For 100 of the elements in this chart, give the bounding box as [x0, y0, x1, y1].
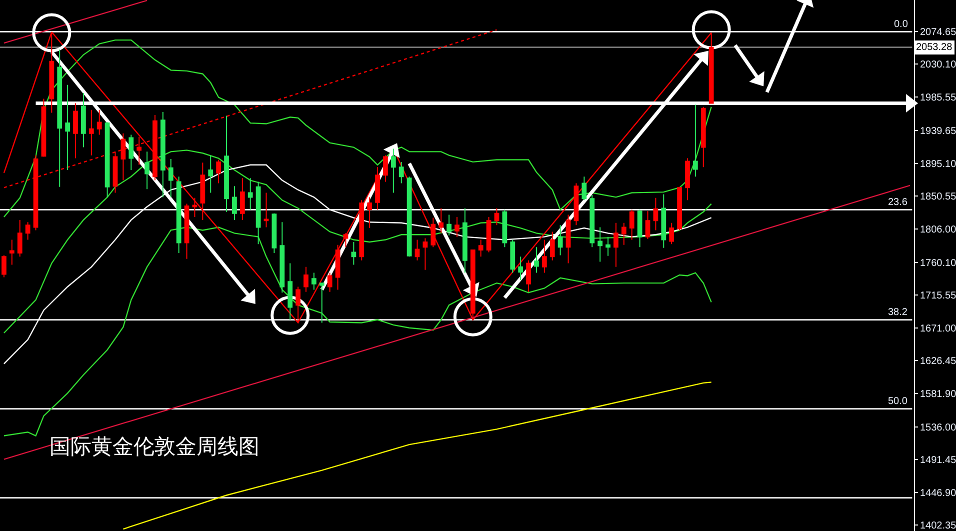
- candlestick: [629, 209, 634, 240]
- candlestick: [9, 239, 14, 266]
- candlestick: [367, 196, 372, 229]
- candlestick: [128, 134, 134, 171]
- ref-line-label: 23.6: [888, 197, 908, 208]
- candlestick: [414, 239, 420, 261]
- y-tick-label: 1446.90: [920, 488, 956, 499]
- candlestick: [606, 236, 610, 256]
- candlestick: [558, 224, 563, 256]
- ref-line-label: 2053.28: [916, 42, 953, 53]
- candlestick: [144, 151, 150, 190]
- candlestick: [168, 158, 174, 198]
- candlestick: [88, 109, 94, 156]
- point: [270, 296, 310, 335]
- point: [32, 13, 72, 52]
- candlestick: [264, 192, 269, 228]
- candlestick: [494, 208, 500, 226]
- candlestick: [430, 217, 436, 248]
- candlestick: [319, 282, 324, 324]
- candlestick: [256, 181, 261, 245]
- ref-line-label: 50.0: [888, 396, 908, 407]
- candlestick: [574, 182, 579, 226]
- candlestick: [486, 216, 492, 253]
- line-series: [3, 39, 712, 218]
- candlestick: [478, 239, 484, 258]
- candlestick: [81, 92, 86, 148]
- candlestick: [700, 106, 706, 168]
- y-tick-label: 1402.35: [920, 520, 956, 531]
- candlestick: [2, 254, 6, 278]
- candlestick: [176, 176, 182, 254]
- candlestick: [677, 186, 682, 231]
- candlestick: [645, 210, 650, 240]
- candlestick: [351, 241, 356, 266]
- candlestick: [582, 176, 587, 201]
- candlestick: [398, 161, 404, 184]
- candlestick: [96, 109, 102, 136]
- candlestick: [621, 222, 626, 246]
- candlestick: [510, 239, 516, 274]
- candlestick: [470, 250, 476, 320]
- candlestick: [192, 197, 198, 218]
- candlestick: [184, 203, 190, 260]
- candlestick: [669, 222, 674, 245]
- candlestick: [311, 272, 316, 290]
- y-tick-label: 1939.65: [920, 126, 956, 138]
- candlestick: [614, 222, 618, 268]
- y-tick-label: 1491.45: [920, 455, 956, 466]
- y-tick-label: 1895.10: [920, 158, 956, 170]
- candlestick: [375, 166, 380, 210]
- candlestick: [566, 214, 571, 264]
- y-tick-label: 1760.10: [920, 258, 956, 269]
- candlestick: [280, 222, 285, 294]
- candlestick: [65, 84, 70, 171]
- candlestick: [248, 178, 253, 210]
- candlestick: [304, 266, 308, 292]
- candlestick: [288, 262, 293, 320]
- y-tick-label: 2074.65: [920, 27, 956, 38]
- candlestick: [518, 256, 524, 281]
- line-series: [3, 150, 712, 334]
- candlestick: [104, 122, 110, 198]
- candlestick: [462, 208, 468, 274]
- candlestick: [454, 216, 460, 238]
- candlestick: [438, 208, 444, 234]
- candlestick: [25, 222, 30, 240]
- candlestick: [232, 186, 237, 220]
- candlestick: [406, 176, 412, 258]
- candlestick: [160, 112, 166, 198]
- candlestick: [57, 49, 62, 188]
- candlestick: [152, 114, 158, 181]
- candlestick: [446, 214, 452, 236]
- y-tick-label: 1715.55: [920, 290, 956, 302]
- candlestick: [343, 232, 348, 248]
- candlestick: [653, 197, 658, 231]
- candlestick: [685, 158, 690, 201]
- point: [453, 297, 492, 336]
- y-tick-label: 1581.90: [920, 388, 956, 400]
- candlestick: [41, 98, 46, 158]
- candlestick: [359, 200, 364, 261]
- y-tick-label: 1806.00: [920, 224, 956, 236]
- candlestick: [692, 104, 698, 178]
- candlestick: [598, 226, 603, 262]
- candlestick: [383, 154, 388, 182]
- candlestick: [120, 132, 126, 181]
- candlestick: [590, 194, 595, 248]
- candlestick: [73, 102, 78, 159]
- candlestick: [335, 244, 340, 290]
- candlestick: [327, 272, 332, 292]
- candlestick: [200, 162, 206, 220]
- ref-line-label: 38.2: [888, 307, 908, 318]
- candlestick: [216, 159, 222, 184]
- y-tick-label: 1850.55: [920, 192, 956, 203]
- y-tick-label: 1536.00: [920, 422, 956, 434]
- y-tick-label: 1626.45: [920, 356, 956, 368]
- candlestick: [17, 219, 22, 258]
- candlestick: [136, 136, 142, 166]
- candlestick: [224, 115, 229, 212]
- y-tick-label: 1985.55: [920, 92, 956, 104]
- y-tick-label: 2030.10: [920, 60, 956, 71]
- ref-line-label: 0.0: [894, 19, 908, 30]
- candlestick: [526, 260, 531, 292]
- candlestick: [534, 246, 539, 274]
